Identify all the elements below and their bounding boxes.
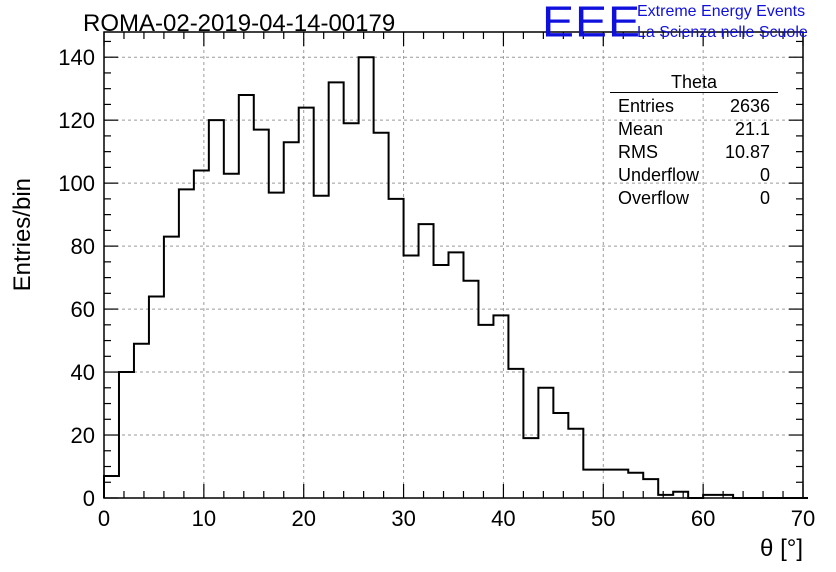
- y-tick-label: 40: [71, 360, 95, 385]
- y-tick-label: 60: [71, 297, 95, 322]
- stats-label: Entries: [618, 96, 675, 116]
- y-tick-label: 140: [58, 45, 95, 70]
- plot-area-border: [103, 31, 804, 499]
- stats-row-overflow: Overflow 0: [610, 187, 778, 210]
- stats-box: Theta Entries 2636 Mean 21.1 RMS 10.87 Unde…: [610, 72, 778, 210]
- stats-row-mean: Mean 21.1: [610, 118, 778, 141]
- stats-label: RMS: [618, 142, 658, 162]
- stats-label: Mean: [618, 119, 664, 139]
- stats-value: 0: [759, 188, 770, 208]
- histogram-series: [103, 56, 808, 499]
- stats-row-entries: Entries 2636: [610, 95, 778, 118]
- x-tick-label: 40: [491, 506, 515, 531]
- x-tick-label: 10: [192, 506, 216, 531]
- stats-value: 0: [759, 165, 770, 185]
- logo-line-1: Extreme Energy Events: [637, 3, 806, 20]
- stats-row-underflow: Underflow 0: [610, 164, 778, 187]
- stats-row-rms: RMS 10.87: [610, 141, 778, 164]
- x-tick-label: 20: [291, 506, 315, 531]
- stats-value: 10.87: [724, 142, 770, 162]
- stats-value: 21.1: [734, 119, 770, 139]
- x-tick-label: 0: [98, 506, 110, 531]
- stats-title: Theta: [610, 72, 778, 93]
- axis-ticks: [103, 32, 804, 499]
- y-tick-label: 100: [58, 171, 95, 196]
- plot-frame: [103, 31, 804, 499]
- stats-label: Overflow: [618, 188, 690, 208]
- y-tick-label: 20: [71, 423, 95, 448]
- eee-logo: EEE: [542, 0, 642, 47]
- x-tick-label: 60: [691, 506, 715, 531]
- y-axis-label: Entries/bin: [9, 178, 36, 291]
- x-tick-label: 70: [791, 506, 815, 531]
- x-tick-label: 30: [391, 506, 415, 531]
- stats-value: 2636: [729, 96, 770, 116]
- x-axis-label: θ [°]: [760, 535, 803, 562]
- x-tick-label: 50: [591, 506, 615, 531]
- y-tick-label: 0: [83, 486, 95, 511]
- tick-labels: 0 10 20 30 40 50 60 70 0 20 40 60 80 100 120 140: [58, 45, 815, 531]
- y-tick-label: 120: [58, 108, 95, 133]
- stats-label: Underflow: [618, 165, 700, 185]
- logo-line-2: La Scienza nelle Scuole: [637, 24, 808, 41]
- y-tick-label: 80: [71, 234, 95, 259]
- chart-title: ROMA-02-2019-04-14-00179: [83, 10, 396, 37]
